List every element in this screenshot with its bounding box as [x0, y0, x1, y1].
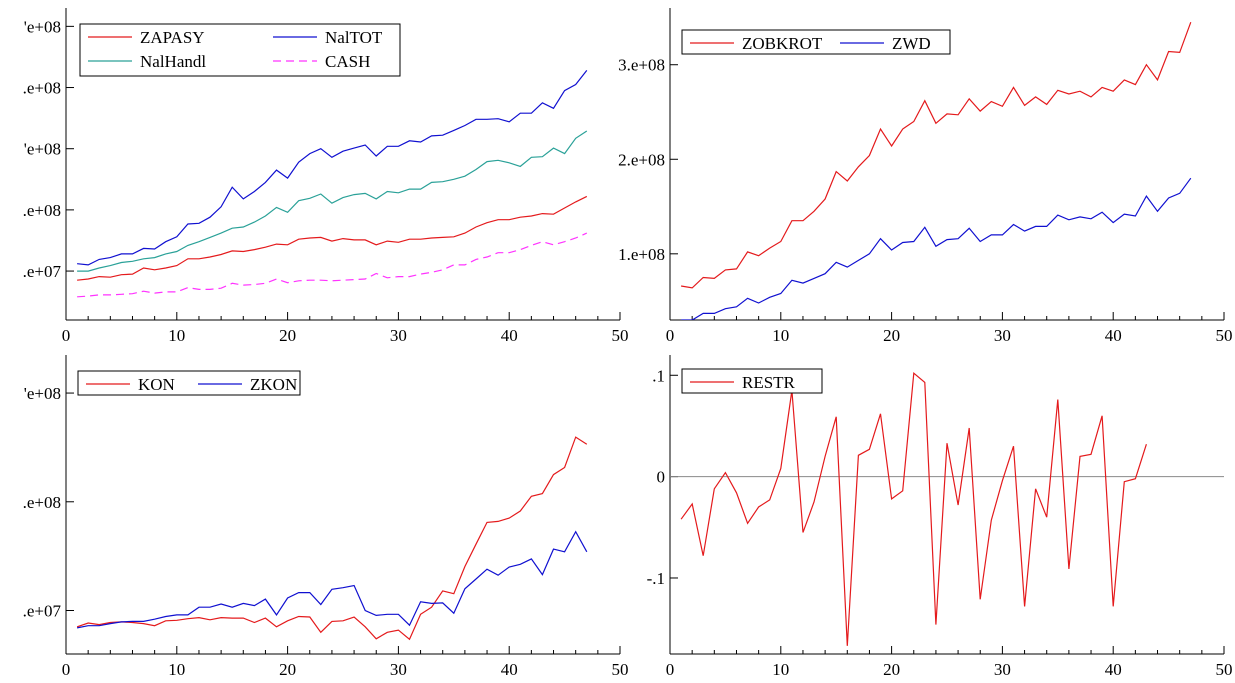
legend: RESTR [681, 368, 823, 394]
x-tick-label: 30 [390, 660, 407, 679]
y-tick-label: 0 [657, 468, 666, 487]
x-tick-label: 10 [772, 660, 789, 679]
x-tick-label: 20 [279, 326, 296, 345]
series-line-restr [680, 372, 1147, 646]
x-tick-label: 0 [62, 326, 71, 345]
legend: ZOBKROT ZWD [681, 29, 951, 55]
y-tick-label: 2.e+08 [618, 150, 665, 169]
legend-label-restr: RESTR [742, 373, 796, 392]
series-line-zwd [681, 177, 1192, 320]
x-tick-label: 40 [1105, 326, 1122, 345]
x-tick-label: 30 [994, 660, 1011, 679]
y-tick-label: .1 [652, 366, 665, 385]
y-tick-label: 'e+08 [24, 384, 61, 403]
y-tick-label: .e+08 [23, 493, 61, 512]
legend-label-zwd: ZWD [892, 34, 931, 53]
x-tick-label: 10 [772, 326, 789, 345]
legend-label-naltot: NalTOT [325, 28, 383, 47]
legend: ZAPASY NalTOT NalHandl CASH [79, 23, 401, 77]
x-tick-label: 50 [1216, 326, 1233, 345]
series-line-cash [77, 232, 588, 298]
legend-label-kon: KON [138, 375, 175, 394]
x-tick-label: 30 [390, 326, 407, 345]
x-tick-label: 40 [501, 326, 518, 345]
x-tick-label: 20 [883, 326, 900, 345]
y-tick-label: 'e+08 [24, 140, 61, 159]
y-tick-label: .e+07 [23, 262, 62, 281]
y-tick-label: 'e+08 [24, 17, 61, 36]
y-tick-label: .e+08 [23, 79, 61, 98]
chart-panel-bottom-left: 0 10 20 30 40 50 .e+07 .e+08 'e+08 KON ZKON [23, 355, 629, 679]
chart-panel-top-right: 0 10 20 30 40 50 1.e+08 2.e+08 3.e+08 ZOBKROT ZWD [618, 8, 1233, 345]
x-tick-label: 40 [1105, 660, 1122, 679]
x-tick-label: 20 [279, 660, 296, 679]
series-line-zapasy [77, 195, 588, 281]
x-tick-label: 10 [168, 660, 185, 679]
x-tick-label: 0 [62, 660, 71, 679]
series-line-nalhandl [77, 130, 588, 272]
x-tick-label: 10 [168, 326, 185, 345]
legend-label-nalhandl: NalHandl [140, 52, 206, 71]
x-tick-label: 40 [501, 660, 518, 679]
legend: KON ZKON [77, 370, 301, 396]
y-tick-label: 3.e+08 [618, 56, 665, 75]
legend-box [79, 23, 401, 77]
series-line-zkon [76, 530, 588, 629]
y-tick-label: 1.e+08 [618, 245, 665, 264]
x-tick-label: 50 [1216, 660, 1233, 679]
legend-box [681, 368, 823, 394]
x-tick-label: 0 [666, 326, 675, 345]
y-tick-label: -.1 [647, 569, 665, 588]
chart-panel-bottom-right: 0 10 20 30 40 50 -.1 0 .1 RESTR [647, 355, 1233, 679]
x-tick-label: 50 [612, 660, 629, 679]
x-tick-label: 50 [612, 326, 629, 345]
chart-panel-top-left: 0 10 20 30 40 50 .e+07 .e+08 'e+08 .e+08 'e+08 ZAPA… [23, 8, 629, 345]
x-tick-label: 20 [883, 660, 900, 679]
series-line-zobkrot [680, 21, 1192, 289]
y-tick-label: .e+08 [23, 201, 61, 220]
legend-box [77, 370, 301, 396]
legend-label-zapasy: ZAPASY [140, 28, 205, 47]
legend-label-cash: CASH [325, 52, 370, 71]
series-line-kon [76, 436, 588, 641]
legend-label-zkon: ZKON [250, 375, 297, 394]
y-tick-label: .e+07 [23, 602, 62, 621]
x-tick-label: 30 [994, 326, 1011, 345]
x-tick-label: 0 [666, 660, 675, 679]
series-line-naltot [77, 70, 588, 266]
legend-label-zobkrot: ZOBKROT [742, 34, 823, 53]
legend-box [681, 29, 951, 55]
